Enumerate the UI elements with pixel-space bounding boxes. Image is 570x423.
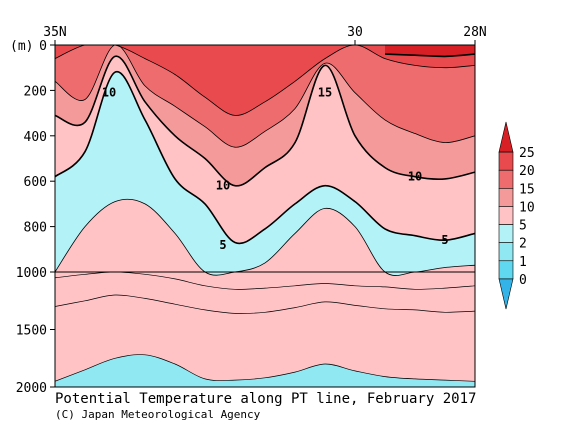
contour-label: 10 [102, 86, 116, 100]
isotherm-lower-c_deep [55, 354, 475, 382]
colorbar-segment [498, 242, 514, 262]
y-unit-label: (m) [10, 39, 33, 54]
colorbar-top-arrow [498, 121, 514, 153]
y-tick-label: 0 [39, 39, 47, 54]
band-25-plus [385, 45, 475, 57]
colorbar-label: 1 [519, 255, 527, 270]
x-tick-label: 30 [347, 25, 363, 40]
contour-label: 10 [408, 170, 422, 184]
contour-label: 10 [216, 179, 230, 193]
y-tick-label: 1500 [16, 324, 47, 339]
chart-title: Potential Temperature along PT line, Feb… [55, 391, 476, 407]
plot-frame [54, 44, 476, 388]
isotherm-t10 [55, 55, 475, 187]
isotherm-t5 [55, 71, 475, 245]
chart-credit: (C) Japan Meteorological Agency [55, 408, 261, 421]
colorbar-label: 0 [519, 273, 527, 288]
colorbar-label: 10 [519, 200, 535, 215]
y-tick-label: 400 [24, 130, 47, 145]
colorbar-label: 25 [519, 146, 535, 161]
isotherm-t2 [55, 198, 475, 276]
y-tick-label: 1000 [16, 266, 47, 281]
colorbar-label: 20 [519, 164, 535, 179]
isotherm-lower-c_b [55, 294, 475, 314]
colorbar-segment [498, 260, 514, 280]
contour-label: 5 [219, 238, 226, 252]
colorbar-label: 15 [519, 182, 535, 197]
contour-label: 15 [318, 86, 332, 100]
colorbar-segment [498, 169, 514, 189]
y-tick-label: 800 [24, 221, 47, 236]
x-tick-label: 35N [43, 25, 66, 40]
band-20-25 [55, 45, 475, 116]
colorbar-segment [498, 206, 514, 225]
y-tick-label: 600 [24, 175, 47, 190]
isotherm-t25 [384, 53, 475, 58]
contour-label: 5 [441, 233, 448, 247]
isotherm-t15 [55, 45, 475, 148]
colorbar-label: 2 [519, 237, 527, 252]
colorbar-label: 5 [519, 219, 527, 234]
x-tick-label: 28N [463, 25, 486, 40]
colorbar-bottom-arrow [498, 278, 514, 310]
y-tick-label: 2000 [16, 381, 47, 396]
y-tick-label: 200 [24, 84, 47, 99]
isotherm-t20 [55, 45, 475, 116]
colorbar-segment [498, 188, 514, 207]
band-1-2 [55, 354, 475, 387]
colorbar-segment [498, 224, 514, 243]
colorbar-segment [498, 151, 514, 171]
